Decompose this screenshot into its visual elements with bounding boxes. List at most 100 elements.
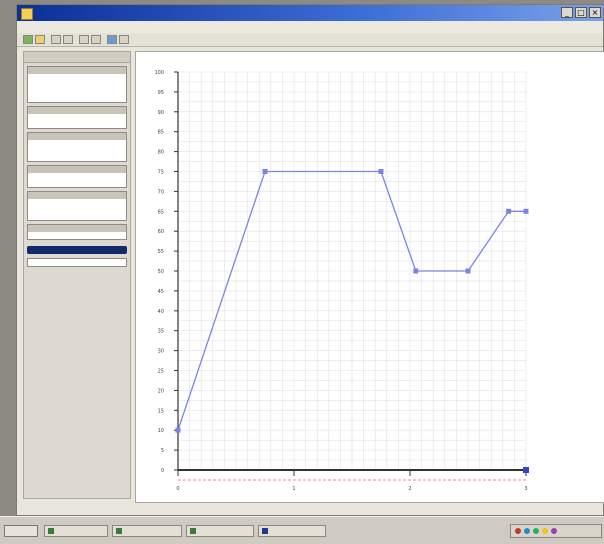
data-point — [175, 427, 181, 433]
axis-marker — [523, 467, 529, 473]
y-tick-label: 60 — [158, 229, 164, 235]
app-window: _ □ × — [16, 4, 604, 516]
parameter-row[interactable] — [28, 232, 126, 239]
parameter-row[interactable] — [28, 154, 126, 161]
parameter-row[interactable] — [28, 140, 126, 147]
app-icon — [48, 528, 54, 534]
y-tick-label: 55 — [158, 249, 164, 255]
cut-icon[interactable] — [79, 35, 89, 44]
copy-icon[interactable] — [91, 35, 101, 44]
parameter-section — [27, 191, 127, 221]
taskbar — [0, 516, 604, 544]
parameter-row[interactable] — [28, 213, 126, 220]
y-tick-label: 90 — [158, 110, 164, 116]
toolbar — [17, 33, 603, 47]
data-point — [523, 208, 529, 214]
data-point — [378, 169, 384, 174]
new-icon[interactable] — [23, 35, 33, 44]
tray-icon[interactable] — [524, 528, 530, 534]
section-header — [28, 67, 126, 74]
parameter-row[interactable] — [28, 259, 126, 266]
open-icon[interactable] — [35, 35, 45, 44]
data-point — [413, 268, 419, 274]
data-point — [465, 268, 471, 274]
minimize-button[interactable]: _ — [561, 7, 573, 18]
taskbar-item[interactable] — [44, 525, 108, 537]
tray-icon[interactable] — [533, 528, 539, 534]
parameter-row[interactable] — [28, 147, 126, 154]
y-tick-label: 0 — [161, 468, 164, 474]
parameter-section — [27, 224, 127, 240]
print-icon[interactable] — [63, 35, 73, 44]
maximize-button[interactable]: □ — [575, 7, 587, 18]
parameter-row[interactable] — [28, 206, 126, 213]
y-tick-label: 5 — [161, 448, 164, 454]
parameter-section — [27, 258, 127, 267]
save-icon[interactable] — [51, 35, 61, 44]
app-icon — [262, 528, 268, 534]
y-tick-label: 20 — [158, 388, 164, 394]
y-tick-label: 70 — [158, 189, 164, 195]
x-tick-label: 2 — [408, 486, 411, 492]
y-tick-label: 35 — [158, 329, 164, 335]
title-bar[interactable]: _ □ × — [17, 5, 603, 21]
parameter-section — [27, 165, 127, 188]
tray-icon[interactable] — [542, 528, 548, 534]
parameter-row[interactable] — [28, 173, 126, 180]
y-tick-label: 80 — [158, 150, 164, 156]
parameter-section — [27, 132, 127, 162]
parameter-row[interactable] — [28, 199, 126, 206]
y-tick-label: 40 — [158, 309, 164, 315]
section-header — [28, 133, 126, 140]
x-tick-label: 0 — [176, 486, 179, 492]
y-tick-label: 65 — [158, 209, 164, 215]
graph-area[interactable]: 0 5 10 15 20 25 30 35 40 45 50 55 60 65 70 75 80 85 90 95 10… — [135, 51, 604, 503]
x-tick-label: 3 — [524, 486, 527, 492]
settings-icon[interactable] — [119, 35, 129, 44]
graph-icon[interactable] — [107, 35, 117, 44]
parameter-row[interactable] — [28, 121, 126, 128]
y-tick-label: 85 — [158, 130, 164, 136]
y-tick-label: 15 — [158, 408, 164, 414]
app-icon — [116, 528, 122, 534]
section-header — [28, 225, 126, 232]
y-tick-label: 30 — [158, 349, 164, 355]
close-button[interactable]: × — [589, 7, 601, 18]
taskbar-item[interactable] — [112, 525, 182, 537]
y-tick-label: 10 — [158, 428, 164, 434]
taskbar-item[interactable] — [186, 525, 254, 537]
parameter-section — [27, 106, 127, 129]
tray-icon[interactable] — [515, 528, 521, 534]
selected-item-bar[interactable] — [27, 246, 127, 254]
parameter-row[interactable] — [28, 114, 126, 121]
parameter-row[interactable] — [28, 95, 126, 102]
y-tick-label: 25 — [158, 369, 164, 375]
line-chart: 0510152025303540455055606570758085909510… — [154, 70, 529, 492]
section-header — [28, 192, 126, 199]
y-tick-label: 95 — [158, 90, 164, 96]
status-bar — [23, 503, 143, 513]
parameter-section — [27, 66, 127, 103]
y-tick-label: 45 — [158, 289, 164, 295]
system-tray — [510, 524, 602, 538]
parameter-row[interactable] — [28, 88, 126, 95]
y-tick-label: 75 — [158, 170, 164, 176]
start-button[interactable] — [4, 525, 38, 537]
app-icon — [190, 528, 196, 534]
data-point — [262, 169, 268, 174]
section-header — [28, 166, 126, 173]
parameter-row[interactable] — [28, 180, 126, 187]
panel-header — [24, 52, 130, 63]
tray-icon[interactable] — [551, 528, 557, 534]
data-point — [506, 208, 512, 214]
section-header — [28, 107, 126, 114]
parameter-row[interactable] — [28, 81, 126, 88]
app-icon — [21, 8, 33, 20]
taskbar-item[interactable] — [258, 525, 326, 537]
y-tick-label: 100 — [154, 70, 164, 76]
y-tick-label: 50 — [158, 269, 164, 275]
menu-bar — [17, 21, 603, 33]
parameter-row[interactable] — [28, 74, 126, 81]
x-tick-label: 1 — [292, 486, 295, 492]
parameter-panel — [23, 51, 131, 499]
